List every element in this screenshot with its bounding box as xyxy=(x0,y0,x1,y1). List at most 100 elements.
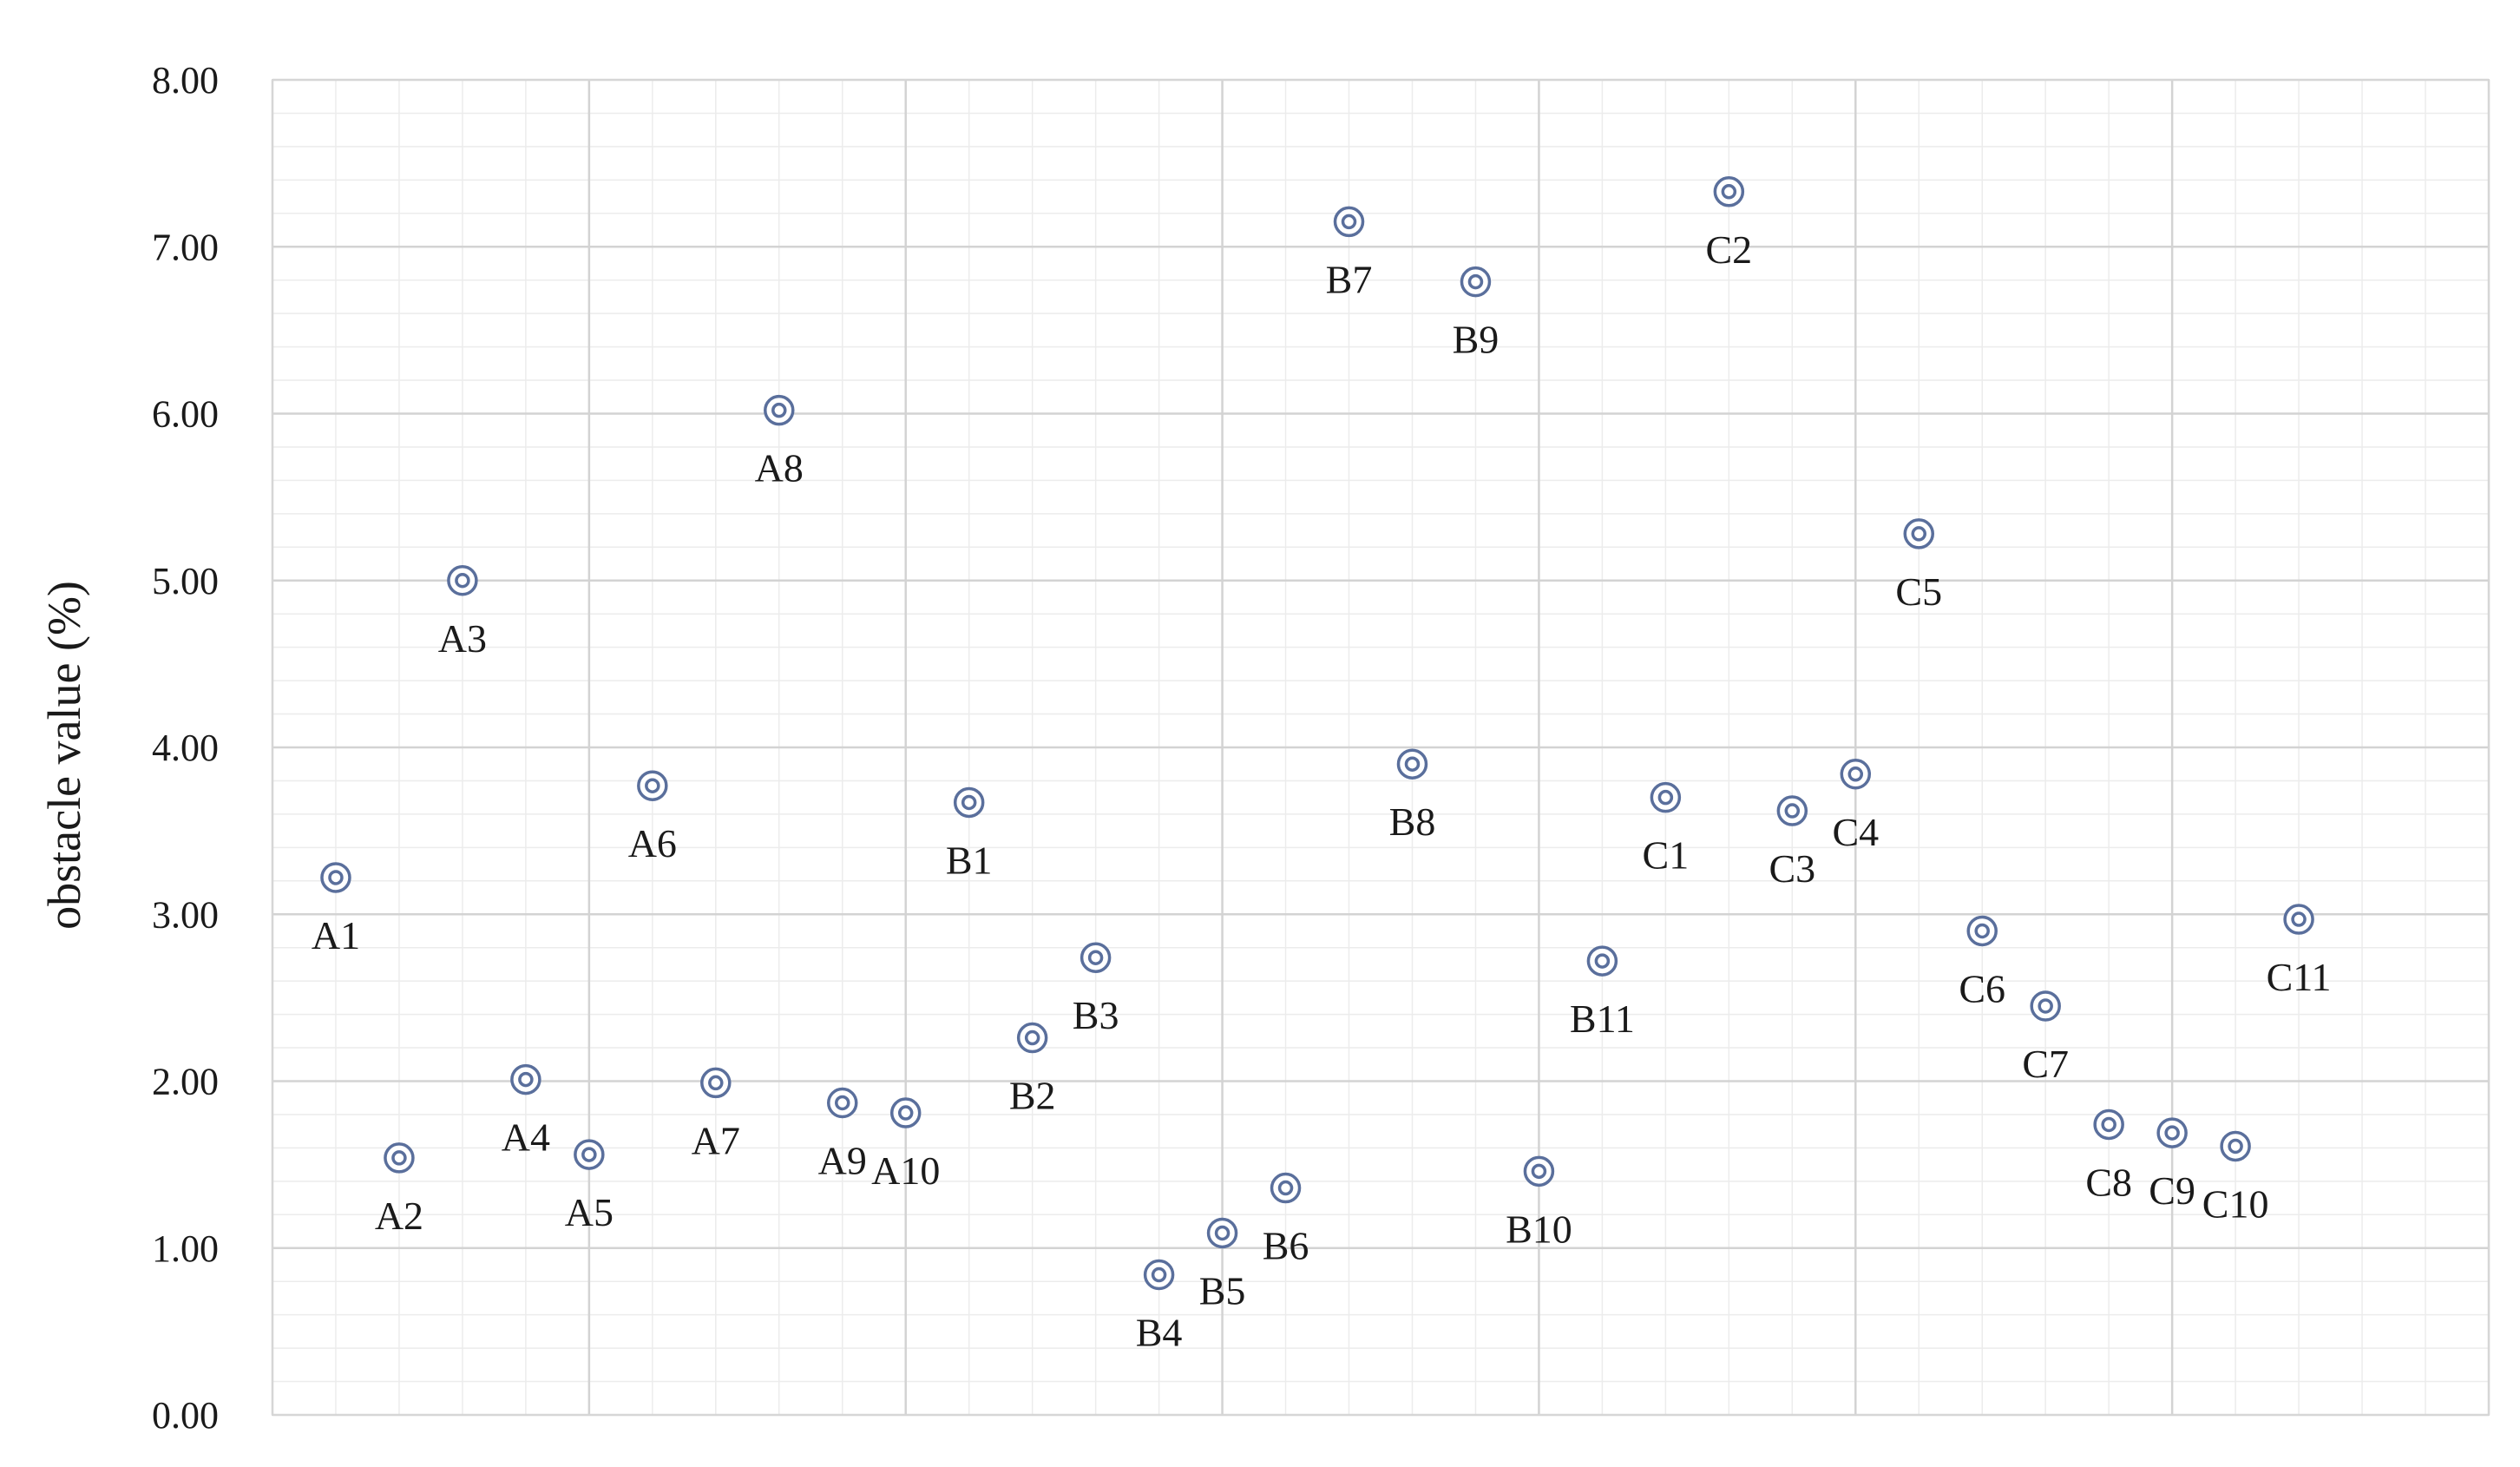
marker-inner-ring xyxy=(2228,1138,2243,1155)
data-point-b3 xyxy=(1080,942,1112,973)
point-label-a10: A10 xyxy=(871,1148,940,1193)
point-label-a8: A8 xyxy=(755,446,804,490)
data-point-c2 xyxy=(1713,176,1745,207)
y-tick-label: 7.00 xyxy=(152,226,219,268)
point-label-c2: C2 xyxy=(1705,227,1752,272)
point-label-c6: C6 xyxy=(1959,966,2005,1010)
marker-inner-ring xyxy=(391,1150,407,1166)
data-point-c8 xyxy=(2093,1108,2124,1141)
marker-inner-ring xyxy=(1594,953,1611,969)
data-point-a10 xyxy=(889,1097,922,1128)
point-label-a9: A9 xyxy=(818,1138,867,1182)
marker-inner-ring xyxy=(2101,1116,2116,1133)
data-point-b1 xyxy=(953,786,985,819)
data-point-c1 xyxy=(1650,781,1682,813)
marker-inner-ring xyxy=(1721,184,1737,200)
data-point-c6 xyxy=(1966,915,1998,947)
point-label-b9: B9 xyxy=(1453,318,1500,362)
marker-inner-ring xyxy=(1341,214,1357,230)
point-label-c11: C11 xyxy=(2267,955,2332,999)
point-label-a3: A3 xyxy=(438,616,487,661)
point-label-b1: B1 xyxy=(946,838,993,882)
point-label-a7: A7 xyxy=(692,1118,740,1162)
marker-inner-ring xyxy=(897,1105,914,1121)
data-point-b5 xyxy=(1206,1217,1238,1249)
data-point-b7 xyxy=(1333,206,1365,238)
data-point-a1 xyxy=(320,862,351,893)
y-tick-label: 8.00 xyxy=(152,59,219,102)
data-point-a9 xyxy=(826,1087,858,1119)
data-point-c10 xyxy=(2220,1130,2251,1162)
data-points xyxy=(320,176,2314,1291)
y-tick-label: 5.00 xyxy=(152,560,219,602)
data-point-c3 xyxy=(1776,795,1808,826)
marker-inner-ring xyxy=(1784,803,1801,819)
point-label-c9: C9 xyxy=(2149,1168,2195,1213)
point-label-c3: C3 xyxy=(1769,846,1815,891)
marker-inner-ring xyxy=(1974,923,1990,939)
point-label-b5: B5 xyxy=(1199,1268,1246,1312)
point-label-b8: B8 xyxy=(1389,799,1436,844)
marker-inner-ring xyxy=(1277,1180,1294,1196)
marker-inner-ring xyxy=(2164,1125,2180,1141)
data-point-b11 xyxy=(1586,945,1618,977)
point-label-b10: B10 xyxy=(1506,1207,1572,1251)
point-label-b2: B2 xyxy=(1009,1074,1056,1118)
marker-inner-ring xyxy=(328,870,344,885)
marker-inner-ring xyxy=(1024,1030,1040,1046)
marker-inner-ring xyxy=(2038,998,2053,1014)
data-point-b10 xyxy=(1523,1155,1555,1187)
marker-inner-ring xyxy=(2291,911,2307,927)
data-point-a2 xyxy=(384,1142,415,1174)
marker-inner-ring xyxy=(961,794,977,811)
point-label-c1: C1 xyxy=(1643,833,1690,878)
y-tick-label: 6.00 xyxy=(152,393,219,436)
point-label-a2: A2 xyxy=(375,1194,423,1238)
marker-inner-ring xyxy=(1531,1163,1547,1180)
data-point-c5 xyxy=(1903,518,1935,549)
data-point-c9 xyxy=(2156,1117,2188,1148)
data-point-c4 xyxy=(1840,759,1872,790)
point-label-b7: B7 xyxy=(1326,257,1373,301)
marker-inner-ring xyxy=(1404,756,1421,772)
point-label-c7: C7 xyxy=(2022,1042,2069,1086)
data-point-b2 xyxy=(1016,1022,1048,1054)
marker-inner-ring xyxy=(1911,526,1927,542)
marker-inner-ring xyxy=(1087,950,1104,965)
point-label-b3: B3 xyxy=(1073,993,1119,1037)
point-label-c5: C5 xyxy=(1895,569,1942,614)
data-point-c11 xyxy=(2283,904,2314,935)
point-label-a4: A4 xyxy=(502,1115,550,1160)
y-tick-label: 4.00 xyxy=(152,727,219,769)
y-tick-label: 2.00 xyxy=(152,1061,219,1103)
marker-inner-ring xyxy=(581,1147,597,1162)
data-point-labels: A1 A2 A3 A4 A5 A6 A7 A8 A9 A10 B1 B2 B3 B4 B5 B6 B7 B8 B9 B… xyxy=(312,227,2332,1355)
data-point-a5 xyxy=(574,1139,605,1170)
marker-inner-ring xyxy=(645,778,660,793)
marker-inner-ring xyxy=(1467,273,1484,290)
data-point-a3 xyxy=(447,565,478,596)
data-point-c7 xyxy=(2030,990,2061,1022)
point-label-c10: C10 xyxy=(2202,1181,2269,1226)
marker-inner-ring xyxy=(771,402,787,418)
y-tick-label: 3.00 xyxy=(152,893,219,936)
point-label-a5: A5 xyxy=(565,1190,614,1234)
y-axis-tick-labels: 0.00 1.00 2.00 3.00 4.00 5.00 6.00 7.00 8.00 xyxy=(152,59,219,1437)
point-label-b11: B11 xyxy=(1570,997,1635,1041)
point-label-a1: A1 xyxy=(312,913,360,957)
marker-inner-ring xyxy=(708,1075,724,1091)
data-point-b6 xyxy=(1270,1172,1302,1204)
marker-inner-ring xyxy=(1657,789,1674,806)
marker-inner-ring xyxy=(834,1095,850,1111)
data-point-b4 xyxy=(1143,1259,1175,1291)
data-point-a4 xyxy=(510,1063,541,1095)
point-label-a6: A6 xyxy=(628,821,677,865)
point-label-b4: B4 xyxy=(1136,1311,1183,1355)
point-label-c4: C4 xyxy=(1832,810,1879,854)
y-tick-label: 1.00 xyxy=(152,1227,219,1270)
y-tick-label: 0.00 xyxy=(152,1394,219,1437)
data-point-b9 xyxy=(1460,266,1492,298)
data-point-a8 xyxy=(764,394,795,426)
data-point-a7 xyxy=(700,1067,732,1099)
marker-inner-ring xyxy=(1214,1225,1230,1241)
